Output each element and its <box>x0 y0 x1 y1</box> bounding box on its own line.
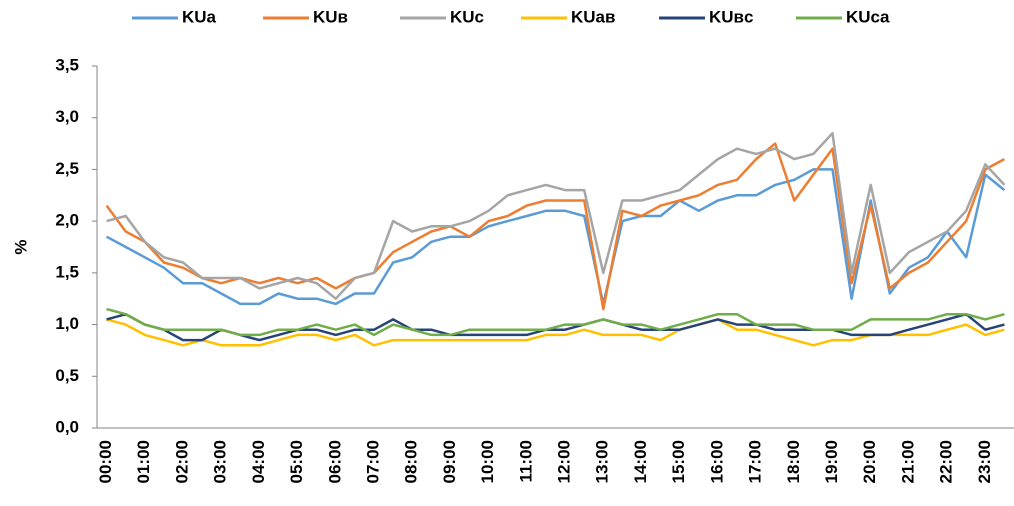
x-tick-label: 12:00 <box>555 440 574 483</box>
y-axis-label: % <box>11 239 30 254</box>
y-tick-label: 2,5 <box>55 159 79 178</box>
x-tick-label: 09:00 <box>440 440 459 483</box>
y-tick-label: 3,0 <box>55 107 79 126</box>
x-tick-label: 17:00 <box>746 440 765 483</box>
y-tick-label: 1,0 <box>55 314 79 333</box>
x-tick-label: 20:00 <box>860 440 879 483</box>
y-tick-label: 0,0 <box>55 417 79 436</box>
x-tick-label: 13:00 <box>593 440 612 483</box>
x-tick-label: 23:00 <box>975 440 994 483</box>
series-line <box>106 168 1006 306</box>
x-tick-label: 00:00 <box>96 440 115 483</box>
x-tick-label: 06:00 <box>325 440 344 483</box>
x-tick-label: 05:00 <box>287 440 306 483</box>
x-tick-label: 10:00 <box>478 440 497 483</box>
legend-label: KUa <box>182 7 217 26</box>
series-line <box>106 318 1005 347</box>
x-tick-label: 03:00 <box>211 440 230 483</box>
x-tick-label: 01:00 <box>134 440 153 483</box>
series-line <box>106 307 1005 337</box>
series-line <box>106 131 1006 300</box>
y-tick-label: 2,0 <box>55 211 79 230</box>
x-tick-label: 07:00 <box>363 440 382 483</box>
series-line <box>106 312 1005 342</box>
x-tick-label: 04:00 <box>249 440 268 483</box>
y-tick-label: 0,5 <box>55 366 79 385</box>
x-tick-label: 22:00 <box>937 440 956 483</box>
x-tick-label: 19:00 <box>822 440 841 483</box>
x-tick-label: 11:00 <box>516 440 535 483</box>
x-tick-label: 02:00 <box>172 440 191 483</box>
x-tick-label: 08:00 <box>402 440 421 483</box>
y-tick-label: 1,5 <box>55 262 79 281</box>
x-tick-label: 16:00 <box>707 440 726 483</box>
x-tick-label: 14:00 <box>631 440 650 483</box>
legend-label: KUaв <box>571 7 615 26</box>
legend-label: KUвc <box>709 7 753 26</box>
y-tick-label: 3,5 <box>55 55 79 74</box>
legend-label: KUca <box>846 7 890 26</box>
series-line <box>105 142 1005 311</box>
legend-label: KUc <box>450 7 484 26</box>
x-tick-label: 15:00 <box>669 440 688 483</box>
x-tick-label: 18:00 <box>784 440 803 483</box>
x-tick-label: 21:00 <box>898 440 917 483</box>
legend-label: KUв <box>313 7 348 26</box>
